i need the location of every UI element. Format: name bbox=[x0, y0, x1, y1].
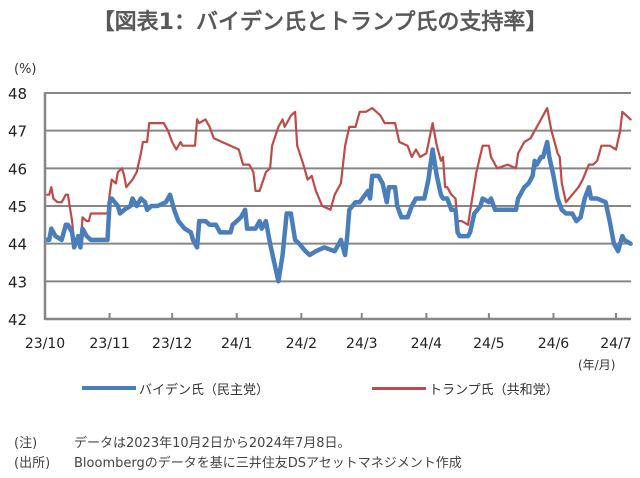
chart-title: 【図表1：バイデン氏とトランプ氏の支持率】 bbox=[92, 10, 548, 35]
y-tick-label: 48 bbox=[8, 85, 27, 103]
legend-item-trump: トランプ氏（共和党） bbox=[372, 378, 559, 398]
x-tick-label: 24/7 bbox=[600, 336, 631, 352]
y-tick-label: 47 bbox=[8, 123, 27, 141]
series-lines bbox=[44, 106, 633, 284]
x-tick-label: 23/10 bbox=[25, 336, 65, 352]
legend-label-biden: バイデン氏（民主党） bbox=[139, 382, 270, 398]
legend-swatch-biden bbox=[82, 386, 136, 390]
x-tick-label: 24/4 bbox=[411, 336, 443, 352]
note-line: (注) データは2023年10月2日から2024年7月8日。 bbox=[14, 432, 351, 451]
series-line-trump bbox=[45, 106, 632, 249]
x-tick-label: 23/11 bbox=[89, 336, 129, 352]
source-label: (出所) bbox=[14, 456, 51, 471]
y-tick-label: 45 bbox=[8, 198, 27, 216]
y-tick-label: 42 bbox=[8, 311, 27, 329]
legend-swatch-trump bbox=[372, 386, 426, 390]
x-tick-label: 24/2 bbox=[286, 336, 317, 352]
y-tick-label: 43 bbox=[8, 273, 27, 291]
x-tick-label: 24/1 bbox=[221, 336, 252, 352]
x-tick-label: 24/6 bbox=[538, 336, 570, 352]
source-text: Bloombergのデータを基に三井住友DSアセットマネジメント作成 bbox=[74, 456, 462, 471]
source-line: (出所) Bloombergのデータを基に三井住友DSアセットマネジメント作成 bbox=[14, 452, 462, 471]
x-tick-label: 23/12 bbox=[152, 336, 192, 352]
x-tick-label: 24/3 bbox=[346, 336, 377, 352]
y-axis-unit-label: (%) bbox=[14, 62, 37, 77]
x-axis-unit-label: (年/月) bbox=[578, 358, 616, 372]
y-tick-label: 44 bbox=[8, 236, 27, 254]
note-label: (注) bbox=[14, 436, 38, 451]
legend-item-biden: バイデン氏（民主党） bbox=[82, 378, 269, 398]
note-text: データは2023年10月2日から2024年7月8日。 bbox=[74, 436, 351, 451]
axes bbox=[43, 92, 631, 321]
series-line-biden bbox=[44, 139, 633, 284]
y-tick-labels: 42 43 44 45 46 47 48 bbox=[8, 85, 27, 329]
legend-label-trump: トランプ氏（共和党） bbox=[429, 382, 559, 398]
x-tick-labels: 23/10 23/11 23/12 24/1 24/2 24/3 24/4 24/5 24/6 2… bbox=[25, 336, 632, 352]
x-tick-label: 24/5 bbox=[473, 336, 504, 352]
y-tick-label: 46 bbox=[8, 160, 27, 178]
